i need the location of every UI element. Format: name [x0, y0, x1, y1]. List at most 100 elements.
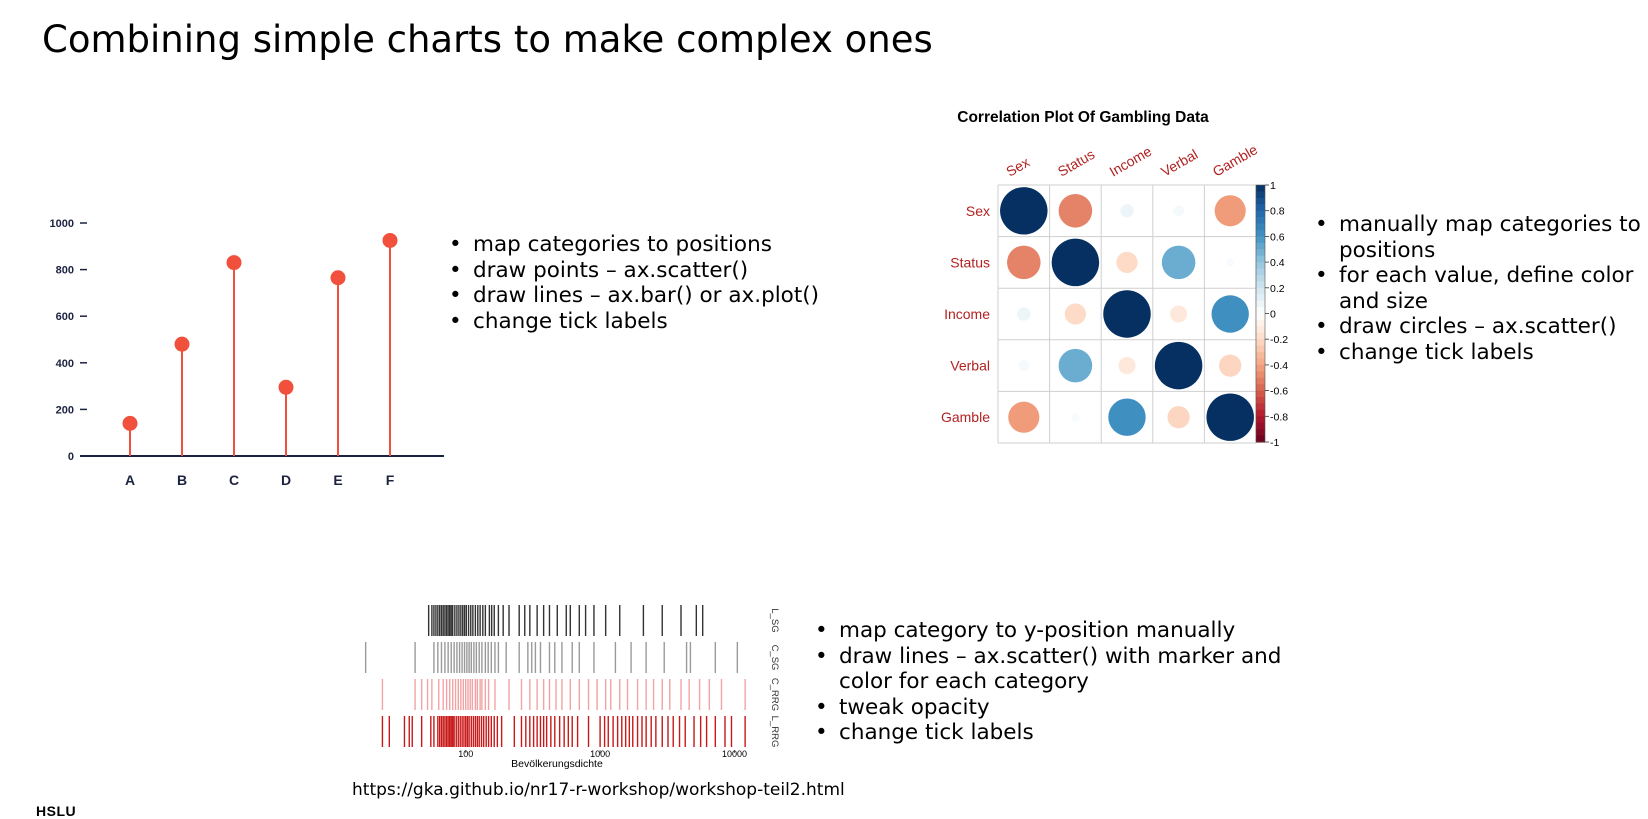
- bullet: change tick labels: [447, 309, 867, 335]
- bullet: manually map categories to positions: [1313, 212, 1648, 263]
- x-tick-label: C: [229, 472, 239, 488]
- colorbar-segment: [1256, 268, 1265, 276]
- colorbar-segment: [1256, 274, 1265, 282]
- colorbar-segment: [1256, 371, 1265, 379]
- lollipop-point: [330, 270, 346, 286]
- colorbar-segment: [1256, 422, 1265, 430]
- row-label: Status: [950, 254, 990, 270]
- colorbar-segment: [1256, 358, 1265, 366]
- correlation-circle: [1007, 245, 1041, 280]
- correlation-circle: [1173, 205, 1184, 217]
- colorbar-segment: [1256, 229, 1265, 237]
- column-label: Verbal: [1158, 146, 1200, 180]
- bullet: draw circles – ax.scatter(): [1313, 314, 1648, 340]
- lollipop-point: [174, 336, 190, 352]
- colorbar-segment: [1256, 403, 1265, 411]
- hslu-logo: HSLU: [36, 803, 77, 819]
- strip-bullets: map category to y-position manually draw…: [813, 618, 1283, 746]
- series-label: L_RRG: [769, 716, 780, 748]
- x-tick-label: 1000: [590, 749, 610, 759]
- colorbar-segment: [1256, 416, 1265, 424]
- correlation-circle: [1118, 357, 1136, 375]
- correlation-circle: [1211, 295, 1249, 333]
- correlation-circle: [1058, 348, 1093, 383]
- bullet: draw points – ax.scatter(): [447, 258, 867, 284]
- correlation-circle: [1120, 204, 1134, 218]
- colorbar-segment: [1256, 300, 1265, 308]
- colorbar-tick-label: -0.8: [1270, 411, 1288, 423]
- x-tick-label: 100: [458, 749, 473, 759]
- correlation-circle: [1000, 187, 1048, 235]
- lollipop-bullets: map categories to positions draw points …: [447, 232, 867, 334]
- chart-title: Correlation Plot Of Gambling Data: [957, 109, 1209, 126]
- colorbar-frame: [1255, 184, 1266, 443]
- column-label: Status: [1055, 146, 1097, 180]
- colorbar-segment: [1256, 339, 1265, 347]
- column-label: Gamble: [1210, 141, 1261, 179]
- correlation-circle: [1116, 251, 1138, 274]
- correlation-circle: [1017, 307, 1031, 321]
- correlation-circle: [1167, 406, 1190, 429]
- x-tick-label: 10000: [722, 749, 747, 759]
- colorbar-segment: [1256, 429, 1265, 437]
- slide-title: Combining simple charts to make complex …: [42, 18, 933, 61]
- correlation-circle: [1058, 194, 1093, 228]
- y-tick-label: 400: [56, 358, 74, 370]
- correlation-circle: [1064, 303, 1087, 325]
- colorbar-tick-label: -0.4: [1270, 360, 1288, 372]
- colorbar-segment: [1256, 197, 1265, 205]
- colorbar-segment: [1256, 313, 1265, 321]
- colorbar-segment: [1256, 242, 1265, 250]
- colorbar-segment: [1256, 185, 1265, 193]
- bullet: change tick labels: [1313, 340, 1648, 366]
- correlation-circle: [1226, 258, 1235, 267]
- correlation-circle: [1051, 238, 1100, 287]
- colorbar-segment: [1256, 352, 1265, 360]
- correlation-circle: [1154, 341, 1203, 390]
- colorbar-segment: [1256, 249, 1265, 257]
- bullet: draw lines – ax.bar() or ax.plot(): [447, 283, 867, 309]
- series-label: C_SG: [769, 645, 780, 671]
- colorbar-segment: [1256, 217, 1265, 225]
- y-tick-label: 600: [56, 311, 74, 323]
- correlation-circle: [1161, 245, 1196, 280]
- x-tick-label: E: [333, 472, 342, 488]
- colorbar-segment: [1256, 294, 1265, 302]
- correlation-circle: [1018, 360, 1030, 371]
- colorbar-segment: [1256, 281, 1265, 289]
- colorbar-segment: [1256, 307, 1265, 315]
- lollipop-point: [278, 379, 294, 395]
- colorbar-segment: [1256, 364, 1265, 372]
- colorbar-segment: [1256, 236, 1265, 244]
- colorbar-segment: [1256, 409, 1265, 417]
- y-tick-label: 0: [68, 451, 74, 463]
- colorbar-tick-label: 0.4: [1270, 257, 1285, 269]
- bullet: draw lines – ax.scatter() with marker an…: [813, 644, 1283, 695]
- colorbar-tick-label: 1: [1270, 180, 1276, 192]
- correlation-circle: [1008, 401, 1040, 433]
- colorbar-segment: [1256, 377, 1265, 385]
- correlation-circle: [1071, 413, 1080, 422]
- correlation-circle: [1108, 398, 1146, 436]
- series-label: C_RRG: [769, 678, 780, 711]
- column-label: Income: [1107, 143, 1155, 180]
- colorbar-segment: [1256, 191, 1265, 199]
- x-tick-label: D: [281, 472, 291, 488]
- colorbar-segment: [1256, 204, 1265, 212]
- row-label: Sex: [966, 203, 990, 219]
- colorbar-tick-label: 0.2: [1270, 283, 1285, 295]
- bullet: change tick labels: [813, 720, 1283, 746]
- colorbar-segment: [1256, 319, 1265, 327]
- row-label: Income: [944, 306, 990, 322]
- correlation-circle: [1170, 305, 1188, 323]
- x-tick-label: B: [177, 472, 187, 488]
- correlation-circle: [1103, 290, 1151, 338]
- colorbar-segment: [1256, 223, 1265, 231]
- source-link[interactable]: https://gka.github.io/nr17-r-workshop/wo…: [352, 780, 845, 800]
- colorbar-tick-label: -0.2: [1270, 334, 1288, 346]
- colorbar-tick-label: 0.6: [1270, 231, 1285, 243]
- lollipop-point: [382, 232, 398, 248]
- y-tick-label: 1000: [50, 218, 74, 230]
- colorbar-segment: [1256, 287, 1265, 295]
- colorbar-segment: [1256, 390, 1265, 398]
